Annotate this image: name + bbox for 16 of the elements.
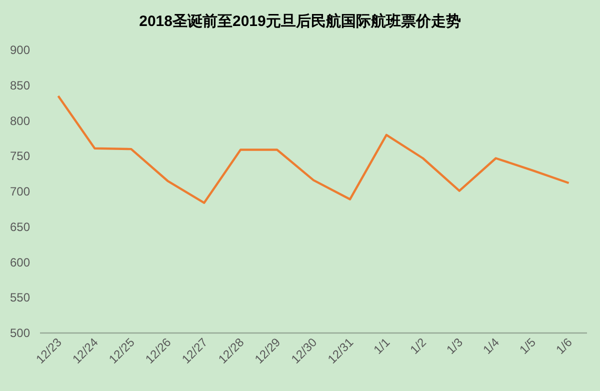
y-tick: 850 [10, 78, 30, 92]
x-tick: 1/2 [407, 335, 430, 357]
x-tick: 1/4 [480, 335, 502, 357]
y-tick: 500 [10, 326, 30, 340]
y-tick: 600 [10, 255, 30, 270]
x-tick: 1/3 [444, 335, 466, 357]
x-tick: 1/5 [516, 335, 538, 357]
x-tick: 1/6 [553, 335, 575, 357]
y-tick: 700 [10, 184, 30, 198]
y-tick: 900 [10, 43, 30, 57]
y-tick: 800 [10, 114, 30, 128]
y-tick: 550 [10, 290, 30, 305]
x-tick: 1/1 [370, 335, 393, 357]
title: 2018圣诞前至2019元旦后民航国际航班票价走势 [139, 13, 461, 30]
y-tick: 750 [10, 149, 30, 164]
y-tick: 650 [10, 220, 30, 234]
